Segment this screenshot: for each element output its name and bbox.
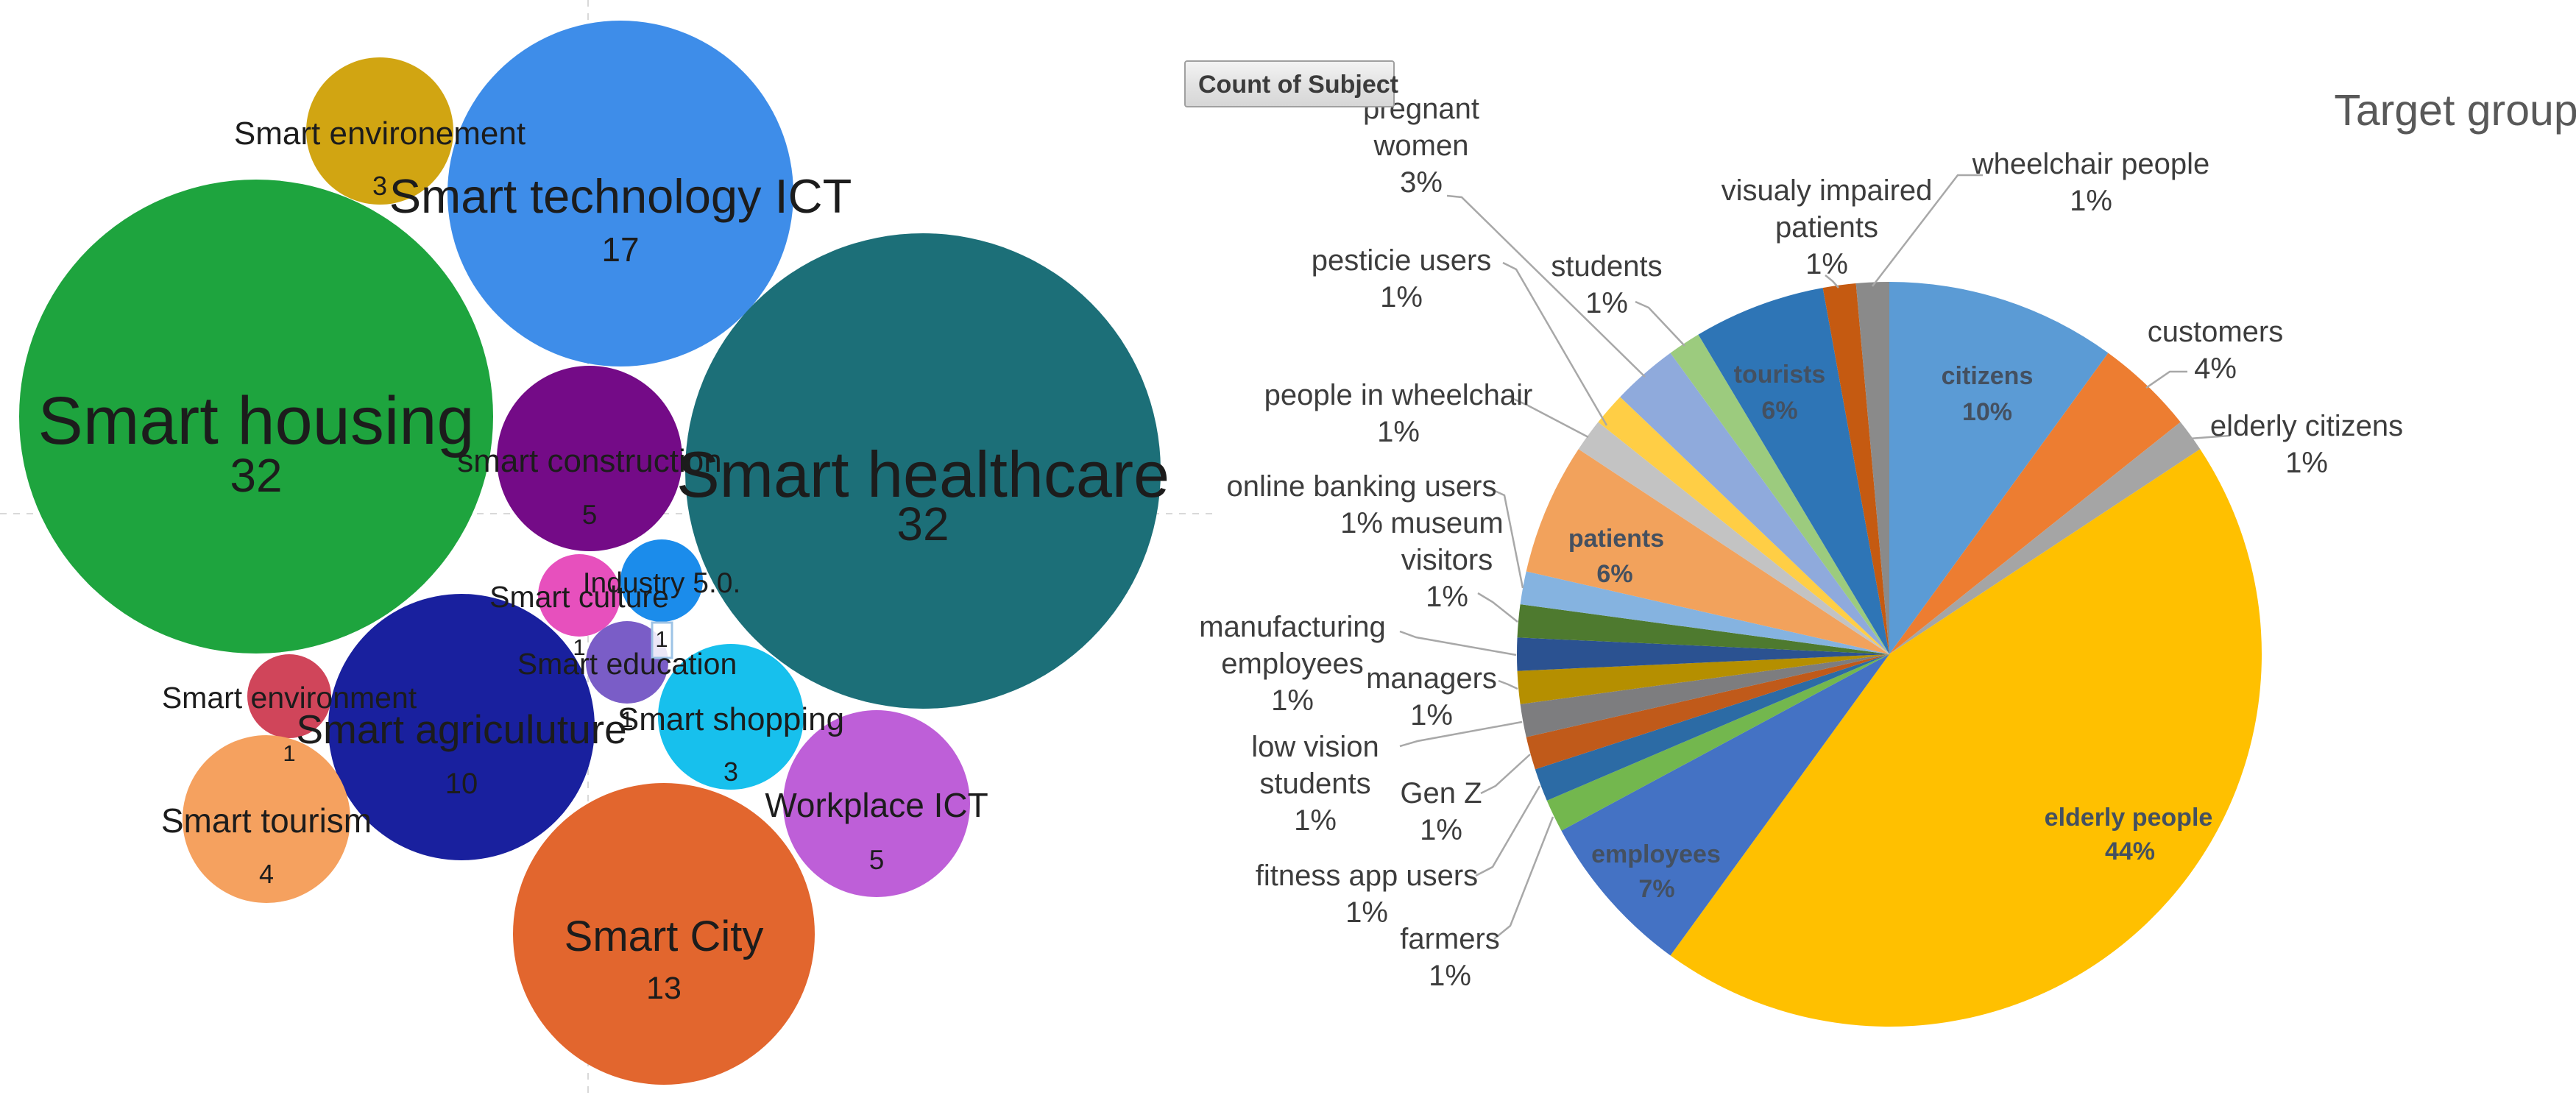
svg-text:managers: managers [1366,662,1497,695]
svg-text:44%: 44% [2105,837,2155,865]
svg-text:citizens: citizens [1942,362,2034,390]
svg-text:Smart tourism: Smart tourism [161,801,372,840]
svg-text:Smart City: Smart City [565,913,764,960]
svg-text:Gen Z: Gen Z [1400,777,1482,810]
svg-text:13: 13 [646,971,682,1006]
svg-text:employees: employees [1591,840,1721,868]
svg-text:Smart agriculuture: Smart agriculuture [296,706,626,752]
svg-text:6%: 6% [1596,560,1632,588]
svg-text:Smart education: Smart education [517,647,737,681]
svg-text:6%: 6% [1761,397,1797,425]
svg-text:tourists: tourists [1734,361,1826,389]
svg-text:low vision: low vision [1251,731,1379,763]
svg-text:customers: customers [2148,316,2284,348]
svg-text:Smart environment: Smart environment [162,681,417,715]
svg-text:employees: employees [1221,648,1363,680]
svg-text:elderly people: elderly people [2045,804,2213,832]
svg-text:1%: 1% [2285,447,2328,479]
svg-text:students: students [1259,768,1370,800]
svg-text:1: 1 [620,706,633,732]
svg-text:visualy impaired: visualy impaired [1722,174,1933,207]
svg-text:10: 10 [445,768,478,800]
svg-text:students: students [1551,250,1662,283]
svg-text:4: 4 [259,859,274,889]
svg-text:5: 5 [582,500,598,530]
svg-text:1: 1 [655,626,668,652]
svg-text:pesticie users: pesticie users [1312,244,1492,277]
svg-text:smart construction: smart construction [457,443,721,479]
svg-text:Industry 5.0.: Industry 5.0. [583,567,741,599]
svg-text:farmers: farmers [1400,923,1500,955]
svg-text:5: 5 [869,845,885,875]
svg-text:Workplace ICT: Workplace ICT [765,786,988,824]
svg-text:17: 17 [601,230,639,269]
svg-text:1%: 1% [1426,581,1468,613]
svg-text:1%: 1% [1340,507,1383,539]
svg-text:10%: 10% [1962,398,2012,426]
svg-text:Target group: Target group [2334,86,2576,135]
svg-text:3%: 3% [1400,166,1443,199]
svg-text:Smart healthcare: Smart healthcare [676,438,1170,511]
svg-text:1%: 1% [1585,287,1628,319]
svg-text:1%: 1% [1377,416,1420,448]
svg-text:1%: 1% [1805,248,1848,280]
svg-text:1%: 1% [1429,960,1471,992]
svg-text:people in wheelchair: people in wheelchair [1264,379,1533,411]
svg-text:visitors: visitors [1401,544,1493,576]
svg-text:patients: patients [1775,211,1878,244]
svg-text:Smart housing: Smart housing [38,383,474,458]
svg-text:online banking users: online banking users [1227,470,1497,503]
svg-text:7%: 7% [1638,875,1674,903]
svg-text:3: 3 [372,171,387,201]
svg-text:32: 32 [896,497,949,550]
svg-text:Smart technology ICT: Smart technology ICT [389,169,852,223]
svg-text:1%: 1% [2070,185,2112,217]
svg-text:4%: 4% [2194,353,2237,385]
svg-text:museum: museum [1390,507,1503,539]
svg-text:Count of Subject: Count of Subject [1198,71,1398,99]
svg-text:Smart environement: Smart environement [234,116,526,152]
svg-text:1%: 1% [1271,684,1314,717]
svg-text:1%: 1% [1420,814,1462,846]
svg-text:1%: 1% [1380,281,1423,314]
svg-text:elderly citizens: elderly citizens [2210,410,2403,442]
svg-text:32: 32 [230,449,282,502]
svg-text:women: women [1373,130,1469,162]
svg-text:1: 1 [573,634,585,660]
svg-text:manufacturing: manufacturing [1199,611,1385,643]
svg-text:fitness app users: fitness app users [1256,860,1478,892]
svg-text:Smart culture: Smart culture [489,580,669,614]
svg-text:patients: patients [1568,525,1664,553]
svg-text:1%: 1% [1294,804,1337,837]
svg-text:3: 3 [723,757,738,787]
svg-text:1: 1 [283,740,295,766]
svg-text:Smart shopping: Smart shopping [618,701,844,737]
svg-text:1%: 1% [1410,699,1453,732]
svg-text:1%: 1% [1345,896,1388,929]
svg-text:wheelchair people: wheelchair people [1972,148,2209,180]
